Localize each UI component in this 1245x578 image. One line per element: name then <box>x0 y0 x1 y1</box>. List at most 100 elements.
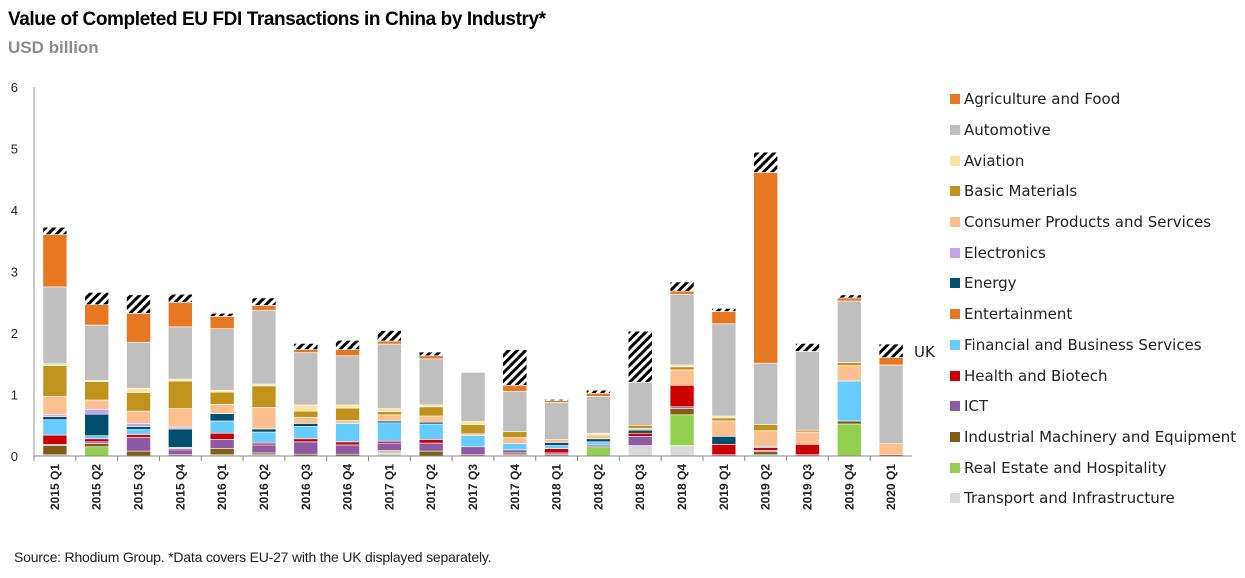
bar-segment <box>251 309 277 385</box>
bar-segment <box>627 381 653 426</box>
bar-segment <box>878 443 904 456</box>
bar-segment <box>84 413 110 437</box>
bar-segment <box>669 408 695 416</box>
legend-label: Financial and Business Services <box>964 335 1202 354</box>
bar-segment <box>502 349 528 386</box>
bar-segment <box>460 372 486 422</box>
bar-segment <box>126 388 151 393</box>
bar-segment <box>84 408 110 415</box>
bar-stack <box>669 281 695 457</box>
x-tick-label: 2017 Q4 <box>508 464 522 510</box>
bar-stack <box>460 372 486 457</box>
bar-segment <box>627 432 653 437</box>
bar-stack <box>627 330 653 457</box>
bar-segment <box>251 428 277 433</box>
x-tick-label: 2019 Q4 <box>842 464 856 510</box>
bar-segment <box>168 408 193 428</box>
x-tick-label: 2017 Q2 <box>424 464 438 510</box>
bar-segment <box>335 404 360 409</box>
x-tick-label: 2019 Q2 <box>759 464 773 510</box>
bar-stack <box>293 343 319 457</box>
legend-swatch <box>950 370 960 381</box>
bar-segment <box>293 410 319 418</box>
bar-segment <box>669 445 695 457</box>
bar-segment <box>209 448 235 456</box>
y-tick-label: 5 <box>11 142 18 157</box>
bar-segment <box>84 438 110 443</box>
bar-segment <box>84 292 110 306</box>
bar-segment <box>836 420 862 425</box>
legend-item: Agriculture and Food <box>950 84 1236 115</box>
bar-segment <box>251 444 277 454</box>
bar-segment <box>293 423 319 427</box>
bar-segment <box>711 311 737 325</box>
bar-segment <box>711 436 737 445</box>
legend-item: Energy <box>950 268 1236 299</box>
bar-segment <box>836 300 862 363</box>
bar-segment <box>84 435 110 440</box>
bar-segment <box>42 234 68 288</box>
bar-segment <box>293 404 319 412</box>
bar-segment <box>84 446 110 457</box>
bar-segment <box>126 450 151 457</box>
bar-segment <box>502 443 528 451</box>
bar-stack <box>795 343 820 457</box>
bar-segment <box>627 429 653 434</box>
legend-item: Consumer Products and Services <box>950 207 1236 238</box>
bar-segment <box>627 436 653 446</box>
source-note: Source: Rhodium Group. *Data covers EU-2… <box>14 549 492 565</box>
legend-swatch <box>950 309 960 320</box>
bar-segment <box>126 423 151 427</box>
bar-segment <box>502 391 528 432</box>
bar-segment <box>209 328 235 391</box>
bar-segment <box>418 450 444 457</box>
bar-segment <box>669 366 695 371</box>
bar-segment <box>42 419 68 436</box>
bar-segment <box>753 151 778 173</box>
bar-segment <box>836 362 862 366</box>
legend-swatch <box>950 155 960 166</box>
legend-label: Industrial Machinery and Equipment <box>964 427 1237 446</box>
bar-segment <box>42 434 68 445</box>
legend-swatch <box>950 247 960 258</box>
bar-segment <box>251 407 277 430</box>
bar-segment <box>669 369 695 386</box>
bar-segment <box>753 424 778 432</box>
bar-segment <box>586 446 611 457</box>
bar-segment <box>42 445 68 456</box>
bar-segment <box>377 340 402 345</box>
bar-segment <box>418 406 444 417</box>
bar-segment <box>711 323 737 417</box>
x-tick-label: 2019 Q1 <box>717 464 731 510</box>
bar-segment <box>251 297 277 306</box>
bar-segment <box>377 411 402 416</box>
bar-segment <box>377 330 402 342</box>
bar-segment <box>209 313 235 317</box>
bar-segment <box>753 362 778 425</box>
bar-segment <box>669 281 695 292</box>
bar-segment <box>293 416 319 424</box>
y-tick-label: 0 <box>11 449 18 464</box>
bar-segment <box>460 421 486 425</box>
bar-segment <box>126 410 151 424</box>
bar-segment <box>418 358 444 406</box>
bar-segment <box>544 442 569 446</box>
bar-segment <box>126 294 151 314</box>
bar-segment <box>377 422 402 442</box>
bar-segment <box>168 380 193 409</box>
bar-segment <box>586 441 611 446</box>
y-tick-label: 1 <box>11 388 18 403</box>
y-tick-label: 6 <box>11 80 18 95</box>
bar-segment <box>335 355 360 406</box>
bar-stack <box>753 151 778 457</box>
legend-swatch <box>950 217 960 228</box>
bar-segment <box>335 340 360 350</box>
bar-segment <box>836 297 862 302</box>
legend-label: Consumer Products and Services <box>964 213 1212 232</box>
bar-segment <box>502 437 528 444</box>
legend-label: Electronics <box>964 243 1046 262</box>
bar-segment <box>502 431 528 438</box>
legend-item: Real Estate and Hospitality <box>950 452 1236 483</box>
chart-title: Value of Completed EU FDI Transactions i… <box>8 9 546 30</box>
legend-swatch <box>950 125 960 136</box>
